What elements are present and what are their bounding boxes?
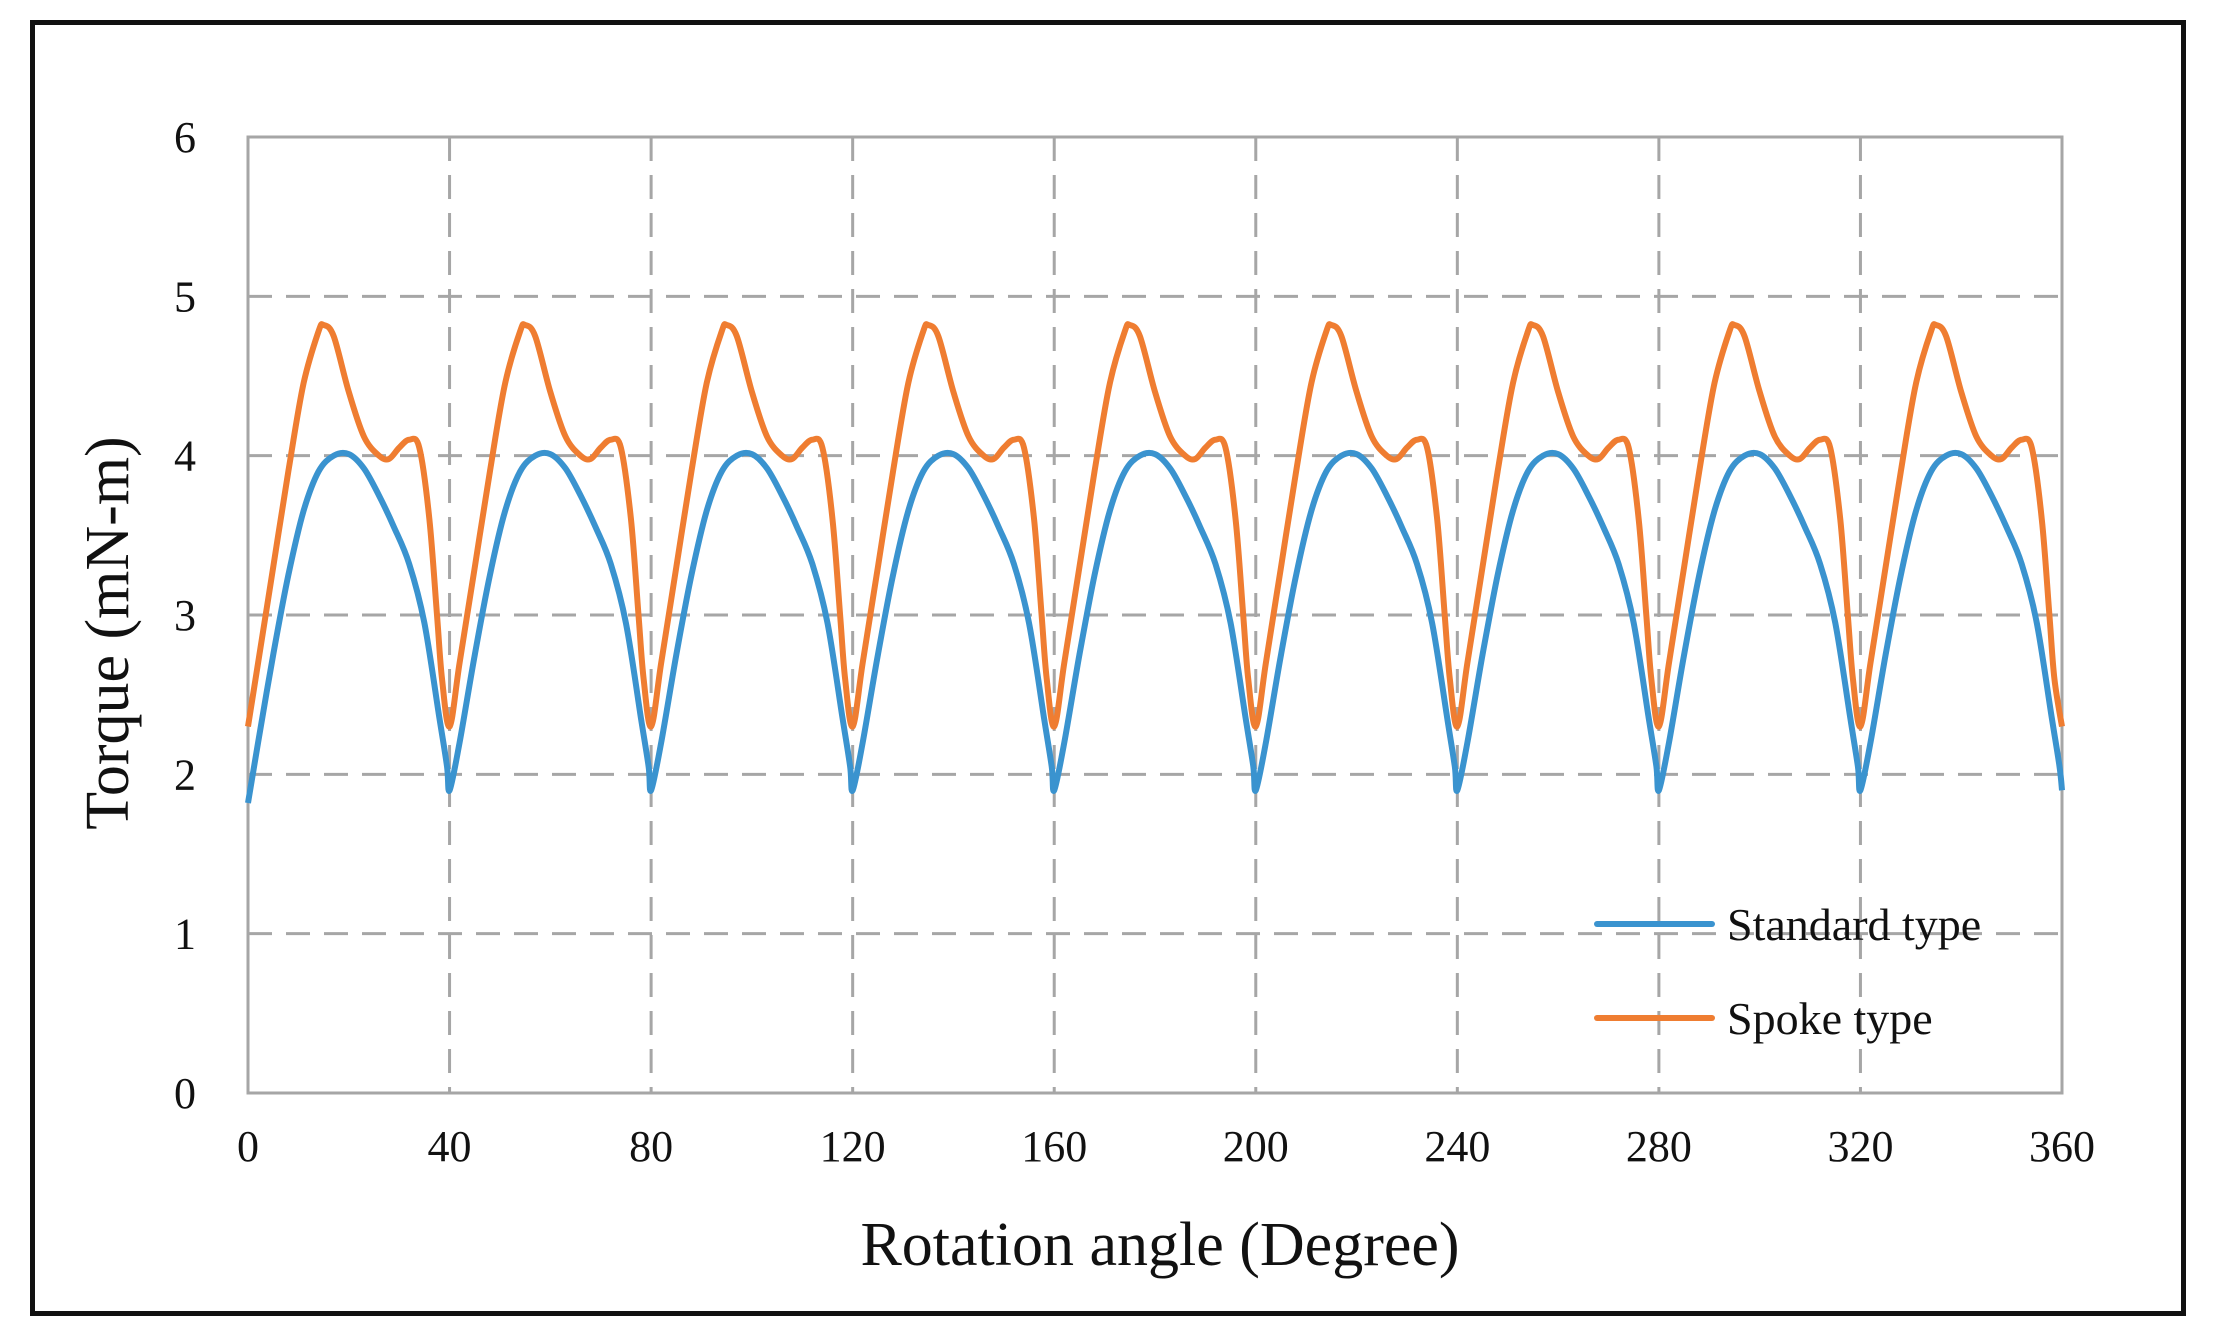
y-tick-label: 2 (174, 750, 196, 799)
x-tick-labels: 0 40 80 120 160 200 240 280 320 360 (237, 1122, 2095, 1171)
y-tick-labels: 0 1 2 3 4 5 6 (174, 113, 196, 1118)
legend: Standard type Spoke type (1594, 899, 1981, 1044)
x-tick-label: 320 (1827, 1122, 1893, 1171)
x-tick-label: 240 (1424, 1122, 1490, 1171)
x-tick-label: 80 (629, 1122, 673, 1171)
x-tick-label: 280 (1626, 1122, 1692, 1171)
x-axis-title: Rotation angle (Degree) (860, 1211, 1459, 1279)
x-tick-label: 120 (820, 1122, 886, 1171)
x-tick-label: 360 (2029, 1122, 2095, 1171)
y-tick-label: 3 (174, 591, 196, 640)
y-tick-label: 6 (174, 113, 196, 162)
y-tick-label: 1 (174, 910, 196, 959)
legend-label-standard-type: Standard type (1727, 899, 1981, 950)
series-line-standard-type (245, 449, 2065, 804)
y-axis-title: Torque (mN-m) (74, 436, 142, 829)
series-lines (245, 321, 2065, 804)
x-tick-label: 0 (237, 1122, 259, 1171)
x-tick-label: 40 (428, 1122, 472, 1171)
y-tick-label: 0 (174, 1069, 196, 1118)
figure-frame (30, 20, 2186, 1316)
series-line-spoke-type (245, 321, 2065, 730)
x-tick-label: 200 (1223, 1122, 1289, 1171)
x-tick-label: 160 (1021, 1122, 1087, 1171)
legend-label-spoke-type: Spoke type (1727, 993, 1933, 1044)
grid-lines (246, 135, 2064, 1095)
y-tick-label: 4 (174, 432, 196, 481)
y-tick-label: 5 (174, 272, 196, 321)
